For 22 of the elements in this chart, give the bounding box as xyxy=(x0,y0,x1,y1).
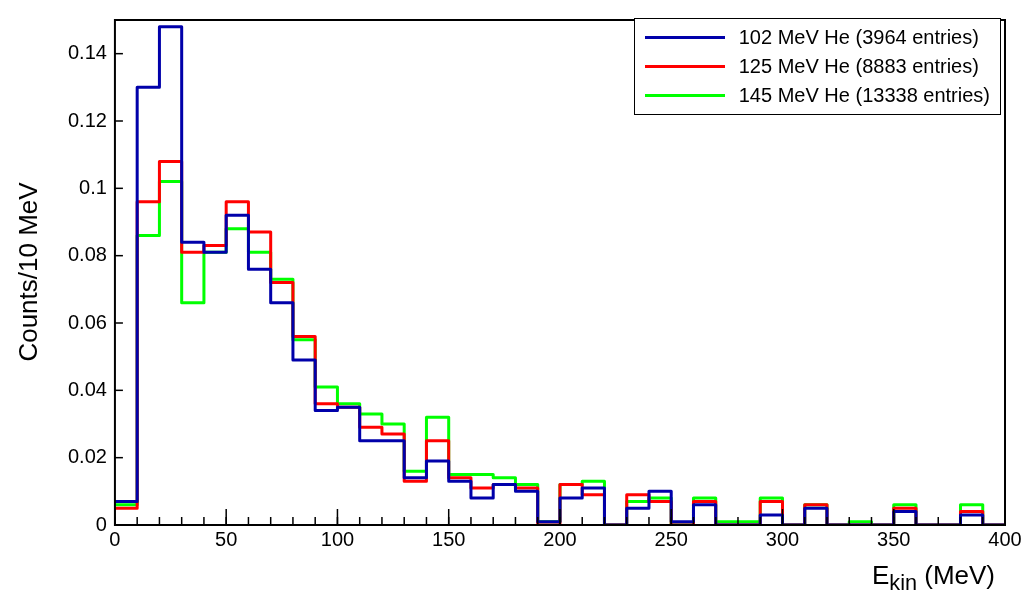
legend-label: 145 MeV He (13338 entries) xyxy=(738,84,990,107)
x-tick-label: 300 xyxy=(765,527,800,550)
x-tick-label: 0 xyxy=(109,527,121,550)
x-tick-label: 150 xyxy=(432,527,466,550)
legend-label: 125 MeV He (8883 entries) xyxy=(738,55,979,78)
x-tick-label: 200 xyxy=(543,527,577,550)
y-tick-label: 0 xyxy=(95,512,107,535)
y-tick-label: 0.14 xyxy=(67,41,107,64)
y-tick-label: 0.12 xyxy=(67,108,107,131)
x-tick-label: 50 xyxy=(215,527,238,550)
x-tick-label: 100 xyxy=(320,527,355,550)
y-axis-title: Counts/10 MeV xyxy=(12,182,44,362)
x-tick-label: 250 xyxy=(654,527,688,550)
x-tick-label: 400 xyxy=(988,527,1022,550)
y-tick-label: 0.08 xyxy=(67,243,107,266)
x-axis-title: E$_{kin}$ (MeV) xyxy=(871,560,995,597)
y-tick-label: 0.02 xyxy=(67,445,107,468)
y-tick-label: 0.1 xyxy=(79,175,107,198)
legend-label: 102 MeV He (3964 entries) xyxy=(738,26,979,49)
y-tick-label: 0.04 xyxy=(67,377,107,400)
y-tick-label: 0.06 xyxy=(67,310,107,333)
x-tick-label: 350 xyxy=(877,527,911,550)
